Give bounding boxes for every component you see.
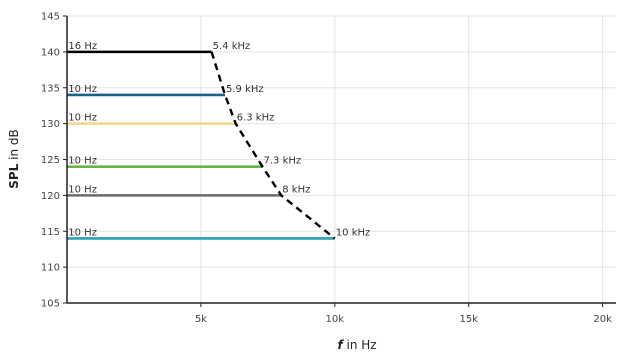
y-axis-title-rest: in dB [7, 129, 21, 163]
envelope-dashed-line [210, 51, 336, 240]
series-end-label-3: 6.3 kHz [237, 113, 275, 124]
x-tick-label: 5k [195, 314, 207, 325]
series-start-label-1: 16 Hz [68, 41, 97, 52]
series-start-label-3: 10 Hz [68, 113, 97, 124]
series-start-label-4: 10 Hz [68, 156, 97, 167]
label-layer: 105 110 115 120 125 130 135 140 145 5k 10k 15k 20k 16… [41, 12, 612, 326]
series-end-label-4: 7.3 kHz [263, 156, 301, 167]
y-tick-label: 110 [41, 263, 60, 274]
y-tick-label: 145 [41, 12, 60, 23]
series-end-label-2: 5.9 kHz [226, 84, 264, 95]
y-tick-label: 140 [41, 47, 60, 58]
grid-layer [67, 15, 616, 303]
y-axis-title-symbol: SPL [7, 163, 21, 188]
y-tick-label: 125 [41, 155, 60, 166]
x-tick-label: 10k [326, 314, 345, 325]
axis-layer [63, 15, 616, 307]
y-axis-title: SPL in dB [7, 129, 21, 189]
series-start-label-2: 10 Hz [68, 84, 97, 95]
x-axis-title-symbol: f [337, 338, 344, 352]
x-axis-title-rest: in Hz [343, 338, 377, 352]
y-tick-label: 135 [41, 83, 60, 94]
series-start-label-5: 10 Hz [68, 184, 97, 195]
y-tick-label: 120 [41, 191, 60, 202]
x-axis-title: f in Hz [337, 338, 376, 352]
y-tick-label: 115 [41, 227, 60, 238]
series-start-label-6: 10 Hz [68, 227, 97, 238]
series-layer [67, 50, 336, 240]
x-tick-label: 20k [593, 314, 612, 325]
x-tick-label: 15k [459, 314, 478, 325]
y-tick-label: 130 [41, 119, 60, 130]
series-end-label-5: 8 kHz [282, 184, 310, 195]
series-end-label-6: 10 kHz [336, 227, 370, 238]
y-tick-label: 105 [41, 299, 60, 310]
series-end-label-1: 5.4 kHz [213, 41, 251, 52]
